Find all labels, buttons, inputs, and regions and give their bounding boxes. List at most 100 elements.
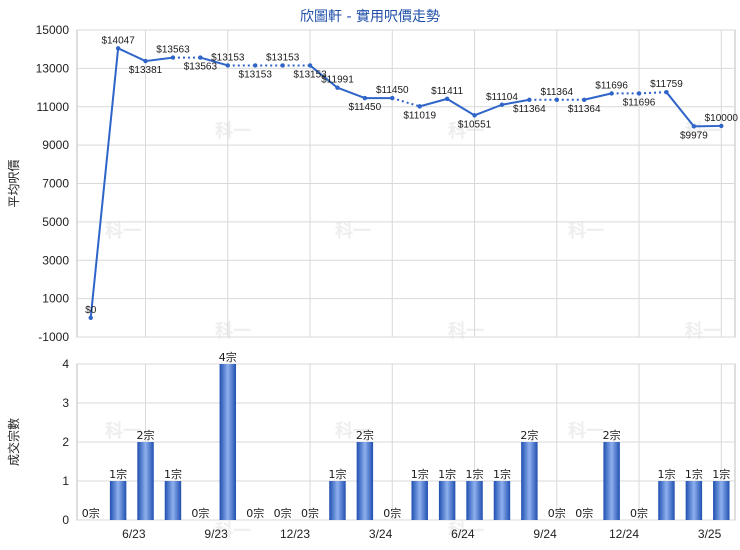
price-y-tick: 9000 bbox=[42, 138, 69, 152]
watermark: 科一 bbox=[105, 220, 141, 242]
count-bar bbox=[356, 442, 374, 520]
price-point bbox=[362, 95, 368, 101]
price-data-label: $13563 bbox=[156, 45, 190, 56]
count-bar bbox=[438, 481, 456, 520]
x-tick-label: 12/24 bbox=[609, 527, 639, 541]
count-bar-label: 1宗 bbox=[466, 467, 484, 481]
count-y-axis-label: 成交宗數 bbox=[6, 418, 21, 466]
price-point bbox=[444, 96, 450, 102]
count-bar-label: 1宗 bbox=[493, 467, 511, 481]
price-y-tick: 11000 bbox=[37, 100, 70, 114]
x-tick-label: 6/23 bbox=[122, 527, 146, 541]
count-bar-label: 1宗 bbox=[657, 467, 675, 481]
watermark: 科一 bbox=[215, 120, 251, 142]
price-point bbox=[143, 58, 148, 64]
count-bar-label: 1宗 bbox=[328, 467, 346, 481]
price-data-label: $13153 bbox=[266, 52, 300, 63]
price-point bbox=[307, 63, 313, 68]
price-data-label: $14047 bbox=[101, 35, 135, 46]
price-point bbox=[527, 97, 532, 102]
count-y-tick: 1 bbox=[62, 474, 69, 488]
count-bar-label: 4宗 bbox=[219, 350, 237, 364]
price-data-label: $10000 bbox=[705, 113, 739, 124]
price-line-segment bbox=[145, 56, 174, 63]
price-data-label: $11759 bbox=[650, 79, 683, 90]
count-bar bbox=[493, 481, 511, 520]
count-y-tick: 0 bbox=[62, 513, 69, 527]
price-data-label: $11364 bbox=[568, 104, 601, 115]
price-data-label: $11696 bbox=[623, 97, 656, 108]
watermark: 科一 bbox=[568, 420, 604, 442]
watermark: 科一 bbox=[215, 520, 251, 542]
price-data-label: $11019 bbox=[403, 110, 436, 121]
count-bar-label: 0宗 bbox=[274, 506, 292, 520]
count-bar bbox=[109, 481, 127, 520]
count-bar-label: 1宗 bbox=[685, 467, 703, 481]
x-tick-label: 12/23 bbox=[280, 527, 310, 541]
price-line-segment bbox=[89, 48, 120, 318]
count-bar-label: 1宗 bbox=[109, 467, 127, 481]
price-y-axis-label: 平均呎價 bbox=[7, 159, 21, 207]
price-point bbox=[170, 55, 176, 60]
count-bar bbox=[466, 481, 483, 520]
price-y-tick: 7000 bbox=[42, 177, 69, 191]
watermark: 科一 bbox=[335, 420, 371, 442]
count-bar-label: 2宗 bbox=[603, 428, 621, 442]
price-line-segment bbox=[474, 103, 503, 117]
price-point bbox=[664, 89, 669, 95]
price-line-segment bbox=[446, 98, 476, 117]
price-point bbox=[636, 91, 642, 96]
count-y-tick: 2 bbox=[62, 435, 69, 449]
count-bar bbox=[603, 442, 620, 520]
price-y-tick: 15000 bbox=[36, 23, 70, 37]
count-y-tick: 3 bbox=[62, 396, 69, 410]
price-data-label: $11364 bbox=[540, 87, 573, 98]
price-point bbox=[390, 95, 395, 101]
price-point bbox=[554, 97, 559, 102]
x-tick-label: 3/24 bbox=[369, 527, 393, 541]
price-point bbox=[225, 63, 230, 68]
price-point bbox=[719, 123, 724, 129]
price-data-label: $13153 bbox=[239, 69, 273, 80]
watermark: 科一 bbox=[335, 220, 371, 242]
price-line-segment bbox=[583, 92, 612, 101]
count-bar bbox=[658, 481, 675, 520]
price-data-label: $13153 bbox=[211, 52, 245, 63]
count-bar-label: 0宗 bbox=[548, 506, 566, 520]
price-data-label: $13381 bbox=[129, 65, 163, 76]
price-line-segment bbox=[309, 64, 339, 89]
count-y-tick: 4 bbox=[62, 357, 69, 371]
watermark: 科一 bbox=[215, 320, 251, 342]
watermark: 科一 bbox=[685, 320, 721, 342]
chart-title: 欣圖軒 - 實用呎價走勢 bbox=[300, 9, 440, 25]
price-point bbox=[417, 104, 422, 109]
x-tick-label: 6/24 bbox=[451, 527, 475, 541]
count-bar-label: 0宗 bbox=[630, 506, 648, 520]
count-bar-label: 1宗 bbox=[411, 467, 429, 481]
price-y-tick: 5000 bbox=[42, 215, 69, 229]
count-bar-label: 2宗 bbox=[356, 428, 374, 442]
price-point bbox=[691, 124, 697, 129]
watermark: 科一 bbox=[448, 320, 484, 342]
count-bar-label: 2宗 bbox=[137, 428, 155, 442]
price-line-segment bbox=[501, 98, 530, 106]
count-bar bbox=[329, 481, 346, 520]
price-line-segment bbox=[665, 91, 695, 127]
price-data-label: $11450 bbox=[376, 85, 409, 96]
price-data-label: $11364 bbox=[513, 104, 546, 115]
price-data-label: $13153 bbox=[293, 69, 327, 80]
count-bar bbox=[713, 481, 730, 520]
count-bar bbox=[219, 364, 237, 520]
watermark: 科一 bbox=[105, 420, 141, 442]
count-bar-label: 2宗 bbox=[520, 428, 538, 442]
x-tick-label: 9/23 bbox=[204, 527, 228, 541]
price-data-label: $11450 bbox=[349, 102, 382, 113]
x-tick-label: 3/25 bbox=[698, 527, 722, 541]
price-point bbox=[280, 63, 285, 68]
price-data-label: $13563 bbox=[184, 62, 218, 73]
price-point bbox=[472, 113, 477, 118]
price-data-label: $11696 bbox=[595, 80, 628, 91]
price-point bbox=[582, 97, 587, 102]
x-tick-label: 9/24 bbox=[533, 527, 557, 541]
